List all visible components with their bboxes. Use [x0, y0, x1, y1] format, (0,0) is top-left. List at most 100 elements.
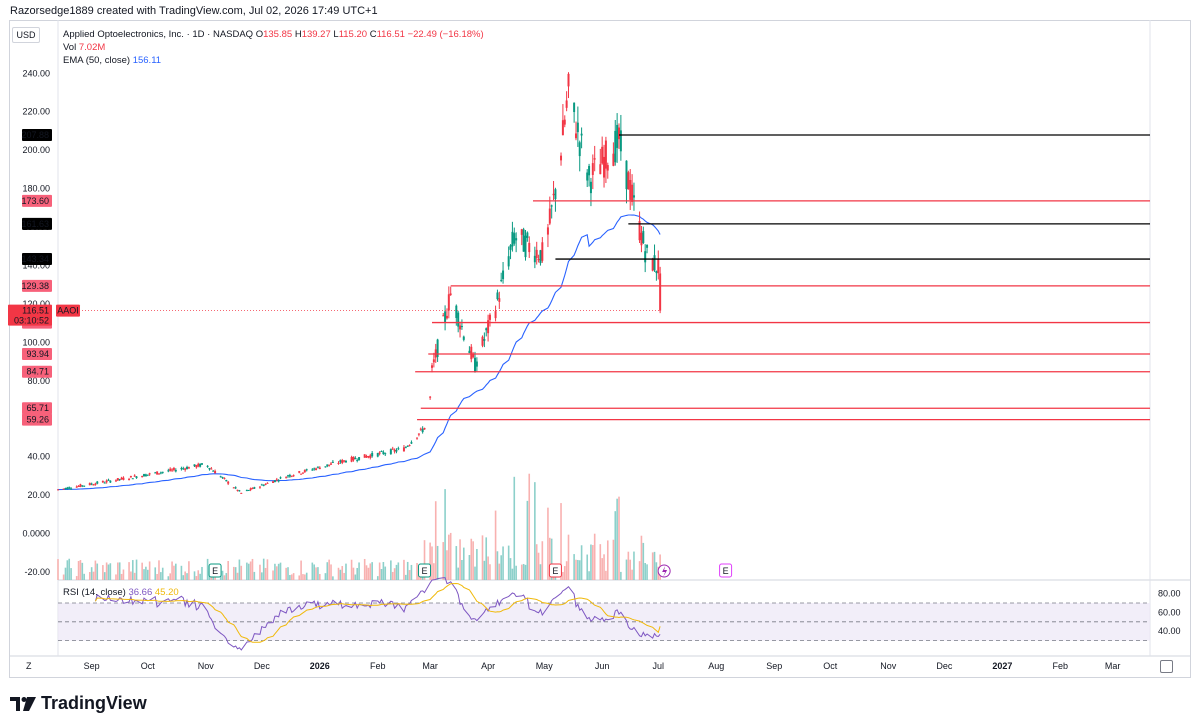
- candle-body: [389, 449, 392, 455]
- volume-bar: [249, 561, 252, 580]
- currency-button[interactable]: USD: [12, 27, 40, 43]
- volume-bar: [455, 546, 458, 580]
- volume-bar: [416, 563, 418, 580]
- candle-body: [219, 476, 222, 478]
- volume-bar: [380, 569, 383, 580]
- candle-body: [182, 468, 185, 470]
- candle-body: [417, 433, 420, 435]
- settings-gear-icon[interactable]: [1160, 660, 1173, 673]
- candle-body: [402, 447, 405, 452]
- volume-bar: [66, 560, 69, 580]
- candle-body: [462, 336, 465, 340]
- candle-body: [277, 480, 280, 482]
- x-tick-label: Mar: [1105, 661, 1121, 671]
- volume-bar: [573, 554, 575, 580]
- volume-bar: [367, 567, 370, 580]
- candle-body: [552, 193, 555, 196]
- candle-body: [62, 488, 65, 490]
- candle-body: [161, 471, 164, 473]
- candle-body: [303, 470, 306, 473]
- volume-bar: [156, 573, 158, 580]
- candle-body: [541, 242, 544, 261]
- candle-body: [363, 454, 366, 458]
- candle-body: [632, 195, 635, 198]
- candle-body: [432, 359, 435, 363]
- volume-bar: [304, 574, 306, 580]
- candle-body: [603, 156, 606, 178]
- volume-bar: [618, 496, 620, 580]
- volume-bar: [494, 510, 497, 580]
- candle-body: [539, 250, 542, 264]
- y-tick-label: 100.00: [22, 337, 50, 347]
- candle-body: [500, 279, 503, 281]
- volume-bar: [421, 576, 424, 580]
- volume-bar: [520, 564, 523, 580]
- candle-body: [328, 464, 331, 466]
- candle-body: [103, 482, 106, 484]
- volume-bar: [393, 568, 396, 580]
- x-tick-label: Mar: [422, 661, 438, 671]
- legend-close-label: C: [369, 29, 377, 40]
- volume-bar: [120, 573, 123, 580]
- candle-body: [580, 133, 583, 136]
- candle-body: [498, 298, 501, 302]
- candle-body: [526, 232, 529, 238]
- price-level-tag: 161.63: [21, 217, 52, 230]
- volume-bar: [169, 573, 171, 580]
- volume-bar: [146, 569, 149, 580]
- candle-body: [459, 325, 462, 330]
- volume-bar: [498, 563, 501, 580]
- candle-body: [447, 294, 450, 311]
- volume-bar: [90, 567, 93, 580]
- volume-bar: [500, 555, 502, 580]
- volume-bar: [606, 540, 609, 580]
- candle-body: [515, 238, 518, 241]
- volume-bar: [560, 503, 562, 580]
- candle-body: [419, 428, 422, 430]
- price-level-tag-text: 129.38: [21, 281, 49, 291]
- volume-label[interactable]: Vol: [63, 42, 77, 53]
- y-tick-label: 220.00: [22, 107, 50, 117]
- y-tick-label: 200.00: [22, 145, 50, 155]
- volume-bar: [326, 562, 329, 580]
- volume-bar: [442, 542, 445, 580]
- candle-body: [548, 208, 551, 224]
- volume-bar: [590, 544, 592, 580]
- x-tick-label: Jun: [595, 661, 610, 671]
- ema-label[interactable]: EMA (50, close): [63, 55, 131, 66]
- volume-bar: [182, 575, 185, 580]
- candle-body: [599, 164, 602, 175]
- candle-body: [186, 467, 189, 470]
- volume-bar: [391, 571, 394, 580]
- volume-bar: [274, 563, 276, 580]
- earnings-marker: E: [208, 563, 222, 578]
- candle-body: [629, 180, 632, 200]
- volume-bar: [292, 573, 295, 580]
- y-tick-label: 0.0000: [22, 528, 50, 538]
- candle-body: [249, 488, 252, 490]
- symbol-title[interactable]: Applied Optoelectronics, Inc. · 1D · NAS…: [63, 29, 254, 40]
- z-button[interactable]: Z: [26, 661, 32, 671]
- volume-bar: [468, 555, 471, 580]
- candle-body: [554, 189, 557, 200]
- volume-bar: [266, 559, 269, 580]
- volume-bar: [620, 571, 622, 580]
- candle-body: [653, 255, 656, 271]
- candle-body: [245, 490, 248, 492]
- volume-bar: [547, 507, 549, 580]
- price-level-tag-bg: [22, 194, 52, 207]
- lightning-event-icon: [657, 564, 671, 578]
- candle-body: [90, 483, 93, 485]
- last-price-value: 116.51: [22, 306, 49, 316]
- candle-body: [174, 469, 177, 472]
- rsi-label[interactable]: RSI (14, close): [63, 587, 126, 598]
- earnings-marker-box: [719, 563, 733, 578]
- candle-body: [574, 133, 577, 139]
- earnings-marker-box: [548, 563, 562, 578]
- price-level-tag-bg: [22, 217, 52, 230]
- candle-body: [369, 455, 372, 458]
- volume-bar: [457, 567, 459, 580]
- candle-body: [560, 155, 563, 161]
- candle-body: [154, 472, 157, 474]
